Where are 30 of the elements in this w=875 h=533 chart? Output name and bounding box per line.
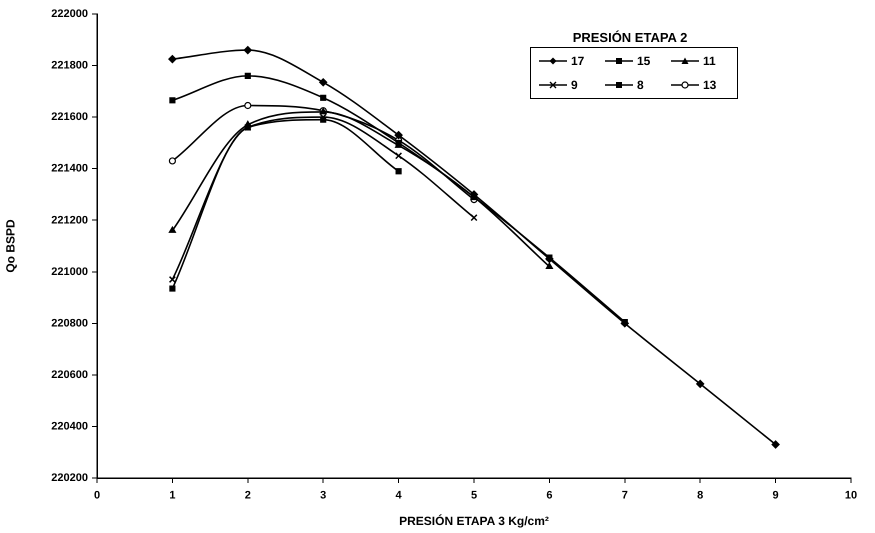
y-axis-title: Qo BSPD	[4, 219, 18, 273]
legend-label: 13	[703, 78, 716, 92]
y-tick-label: 220400	[51, 420, 88, 432]
legend-title: PRESIÓN ETAPA 2	[572, 30, 688, 45]
x-tick-label: 5	[470, 490, 478, 502]
x-tick-label: 9	[772, 490, 779, 502]
y-tick-label: 221000	[51, 266, 88, 278]
legend-label: 9	[571, 78, 578, 92]
legend-label: 11	[703, 54, 716, 68]
y-tick-label: 220800	[51, 317, 88, 330]
legend-label: 8	[637, 78, 644, 92]
x-tick-label: 3	[320, 490, 326, 502]
x-tick-label: 6	[546, 490, 552, 502]
y-tick-label: 222000	[51, 8, 88, 20]
y-tick-label: 221600	[51, 111, 88, 124]
x-tick-label: 7	[622, 490, 628, 502]
x-tick-label: 0	[94, 490, 100, 502]
x-tick-label: 4	[396, 490, 403, 502]
x-axis-title: PRESIÓN ETAPA 3 Kg/cm²	[399, 514, 549, 528]
x-tick-label: 10	[844, 490, 858, 502]
y-tick-label: 220600	[51, 368, 88, 381]
x-tick-label: 2	[244, 490, 251, 502]
legend-label: 17	[571, 54, 584, 68]
y-tick-label: 221400	[51, 162, 88, 175]
legend-label: 15	[637, 54, 650, 68]
y-tick-label: 220200	[51, 472, 88, 484]
y-tick-label: 221200	[51, 214, 88, 226]
y-tick-label: 221800	[51, 60, 88, 72]
x-tick-label: 8	[697, 490, 704, 502]
x-tick-label: 1	[169, 490, 176, 502]
